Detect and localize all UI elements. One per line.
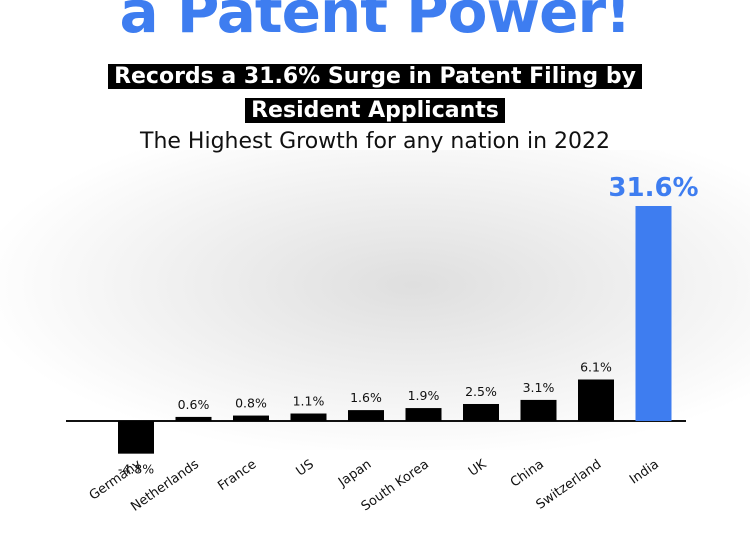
bar-japan: [348, 410, 384, 421]
banner-line-2-text: Resident Applicants: [245, 98, 505, 123]
data-label: 0.6%: [178, 397, 210, 412]
category-label: India: [627, 457, 662, 488]
banner-line-2: Resident Applicants: [0, 96, 750, 126]
bar-south-korea: [405, 408, 442, 421]
subline: The Highest Growth for any nation in 202…: [140, 129, 610, 154]
data-label: 1.6%: [350, 390, 382, 405]
data-label: 1.9%: [408, 388, 440, 403]
bar-china: [520, 399, 557, 421]
category-label: US: [294, 457, 317, 479]
category-label: Switzerland: [534, 457, 605, 513]
data-label: 31.6%: [608, 173, 698, 203]
bar-germany: [118, 421, 154, 454]
data-label: 3.1%: [523, 380, 555, 395]
data-label: 2.5%: [465, 384, 497, 399]
bar-us: [290, 413, 327, 421]
bar-netherlands: [175, 416, 212, 421]
bar-switzerland: [578, 379, 614, 421]
bar-uk: [463, 403, 499, 421]
headline: a Patent Power!: [119, 0, 631, 46]
category-label: UK: [466, 457, 490, 480]
data-label: -4.8%: [118, 462, 154, 477]
category-label: France: [215, 457, 259, 494]
data-label: 0.8%: [235, 396, 267, 411]
category-label: China: [508, 457, 547, 491]
bar-france: [233, 415, 269, 421]
data-label: 1.1%: [293, 394, 325, 409]
banner-line-1-text: Records a 31.6% Surge in Patent Filing b…: [108, 64, 642, 89]
bar-india: [635, 206, 672, 421]
background-image: [0, 150, 750, 450]
banner-line-1: Records a 31.6% Surge in Patent Filing b…: [0, 62, 750, 92]
data-label: 6.1%: [580, 359, 612, 374]
category-label: Japan: [335, 457, 374, 491]
